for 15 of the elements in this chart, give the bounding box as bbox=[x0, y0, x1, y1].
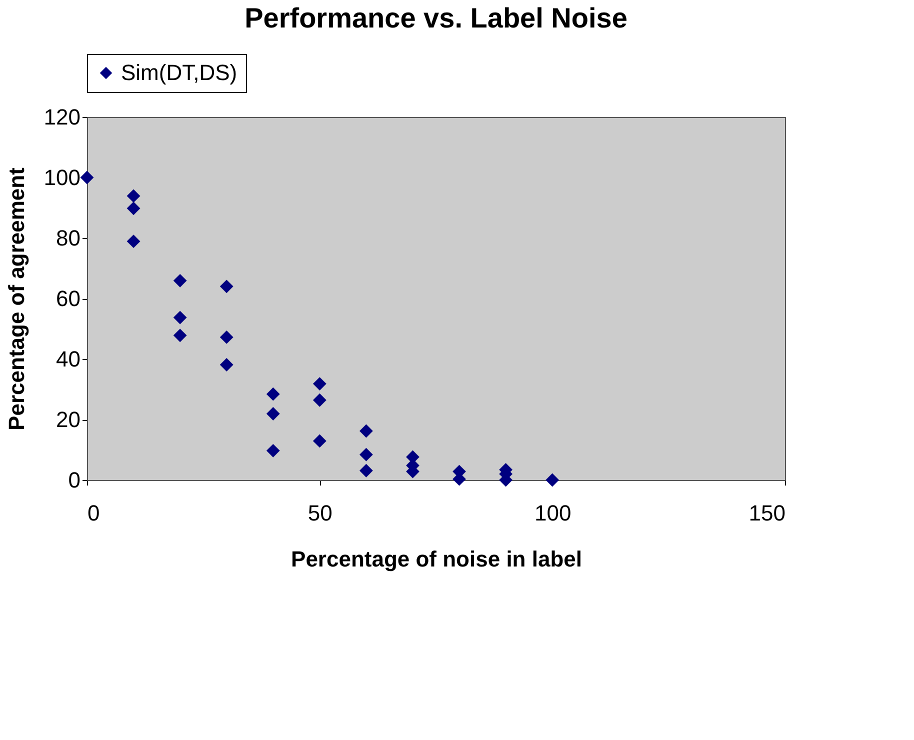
y-tick-label: 40 bbox=[56, 346, 80, 372]
x-axis-title: Percentage of noise in label bbox=[291, 546, 582, 572]
y-tick-label: 20 bbox=[56, 407, 80, 432]
x-tick-label: 100 bbox=[534, 500, 572, 526]
y-tick-label: 60 bbox=[56, 286, 80, 311]
y-tick-label: 80 bbox=[56, 226, 80, 250]
x-tick-label: 0 bbox=[88, 500, 100, 526]
y-tick-label: 100 bbox=[44, 165, 80, 190]
x-tick-label: 150 bbox=[748, 500, 786, 526]
y-axis-title: Percentage of agreement bbox=[4, 166, 29, 430]
x-tick-label: 50 bbox=[308, 500, 332, 526]
y-tick-label: 120 bbox=[44, 104, 80, 130]
y-tick-label: 0 bbox=[68, 468, 80, 492]
legend-label: Sim(DT,DS) bbox=[121, 60, 238, 85]
chart-title: Performance vs. Label Noise bbox=[244, 2, 628, 34]
